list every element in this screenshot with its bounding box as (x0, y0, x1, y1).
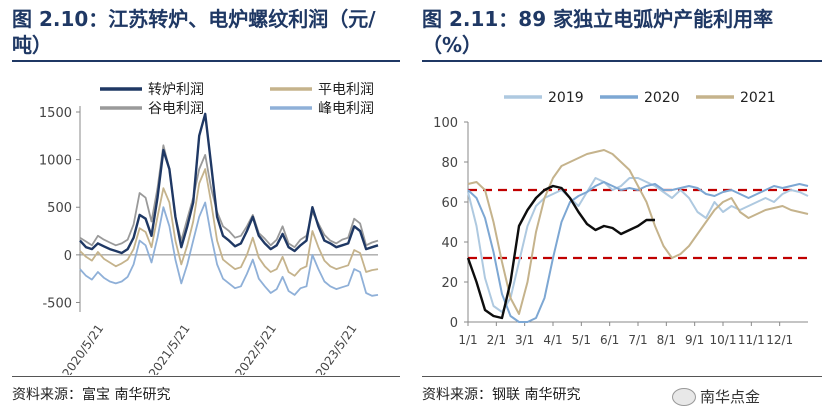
left-x-tick-label: 2022/5/21 (232, 322, 279, 375)
right-x-tick-label: 12/1 (766, 333, 793, 347)
right-x-tick-label: 1/1 (458, 333, 477, 347)
left-y-tick-label: 0 (64, 249, 72, 264)
right-legend-label-2: 2021 (740, 90, 776, 106)
right-series-line-0 (467, 177, 809, 313)
left-legend-label-3: 峰电利润 (318, 101, 374, 117)
right-chart-source: 资料来源：钢联 南华研究 (422, 387, 581, 403)
left-y-tick-label: 1500 (39, 106, 72, 121)
left-series-line-2 (79, 144, 379, 249)
left-x-tick-label: 2020/5/21 (60, 322, 107, 375)
right-x-tick-label: 6/1 (600, 333, 619, 347)
right-source-rule (422, 376, 822, 377)
left-y-tick-label: 1000 (39, 154, 72, 169)
left-source-rule (12, 376, 400, 377)
right-x-tick-label: 4/1 (543, 333, 562, 347)
left-legend-label-2: 谷电利润 (148, 101, 204, 117)
right-y-tick-label: 20 (441, 276, 458, 291)
right-x-tick-label: 7/1 (628, 333, 647, 347)
left-x-tick-label: 2021/5/21 (146, 322, 193, 375)
left-chart-title: 图 2.10：江苏转炉、电炉螺纹利润（元/吨） (12, 7, 376, 57)
left-series-line-1 (79, 168, 379, 277)
right-x-tick-label: 10/1 (710, 333, 737, 347)
left-x-tick-label: 2023/5/21 (313, 322, 360, 375)
left-chart-source: 资料来源：富宝 南华研究 (12, 387, 171, 403)
right-x-tick-label: 9/1 (685, 333, 704, 347)
left-y-tick-label: -500 (42, 296, 72, 311)
right-title-rule (422, 60, 822, 62)
right-series-line-1 (467, 181, 809, 323)
right-chart-title: 图 2.11：89 家独立电弧炉产能利用率（%） (422, 7, 774, 57)
watermark-text: 南华点金 (700, 388, 761, 406)
left-chart-panel: 图 2.10：江苏转炉、电炉螺纹利润（元/吨） -500 0 500 1000 1500… (0, 0, 404, 413)
right-chart-panel: 图 2.11：89 家独立电弧炉产能利用率（%） 0 20 40 60 80 100 1/1… (410, 0, 824, 413)
left-series-line-3 (79, 201, 379, 297)
right-legend-label-0: 2019 (548, 90, 584, 106)
right-y-tick-label: 60 (441, 196, 458, 211)
left-legend-label-1: 平电利润 (318, 82, 374, 98)
right-y-tick-label: 80 (441, 156, 458, 171)
right-x-tick-label: 5/1 (572, 333, 591, 347)
left-legend-label-0: 转炉利润 (148, 82, 204, 98)
right-x-tick-label: 8/1 (657, 333, 676, 347)
right-y-tick-label: 0 (450, 316, 458, 331)
right-series-line-2 (467, 149, 809, 315)
left-title-rule (12, 60, 400, 62)
right-legend-label-1: 2020 (644, 90, 680, 106)
right-x-tick-label: 2/1 (487, 333, 506, 347)
left-y-tick-label: 500 (47, 201, 72, 216)
right-chart-svg: 0 20 40 60 80 100 1/1 2/1 3/1 4/1 5/1 6/1 7/1 8/1 9/1 1… (433, 90, 809, 347)
watermark: 南华点金 (672, 386, 760, 407)
wechat-icon (672, 387, 696, 406)
left-series-line-0 (79, 112, 379, 255)
right-series-line-3 (466, 184, 655, 320)
right-x-tick-label: 11/1 (738, 333, 765, 347)
right-x-tick-label: 3/1 (515, 333, 534, 347)
right-y-tick-label: 100 (433, 116, 458, 131)
right-y-tick-label: 40 (441, 236, 458, 251)
left-chart-svg: -500 0 500 1000 1500 2020/5/21 2021/5/21 2022/5… (39, 82, 379, 375)
